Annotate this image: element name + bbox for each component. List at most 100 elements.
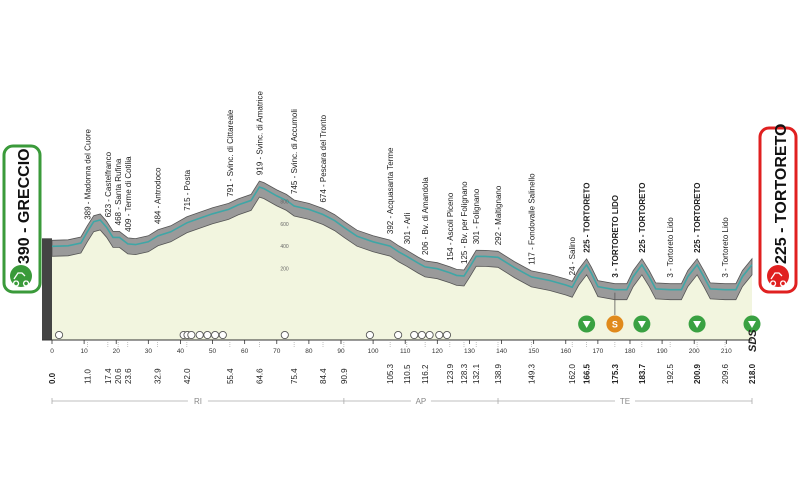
axis-tick-label: 140 bbox=[496, 348, 507, 355]
profile-ridge bbox=[51, 180, 753, 301]
bike-icon bbox=[769, 272, 787, 287]
waypoint-km: 84.4 bbox=[319, 368, 328, 384]
axis-tick-label: 80 bbox=[305, 348, 313, 355]
waypoint-km: 149.3 bbox=[527, 363, 536, 384]
waypoint-label: 3 - Tortoreto Lido bbox=[666, 217, 675, 278]
bike-icon bbox=[12, 272, 30, 287]
waypoint-label: 3 - TORTORETO LIDO bbox=[611, 195, 620, 278]
axis-tick-label: 210 bbox=[721, 348, 732, 355]
axis-tick-label: 60 bbox=[241, 348, 249, 355]
flag-icon bbox=[195, 330, 204, 340]
axis-tick-label: 110 bbox=[400, 348, 411, 355]
waypoint-km: 110.5 bbox=[403, 364, 412, 384]
waypoint-km: 183.7 bbox=[638, 363, 647, 384]
region-label-bg bbox=[410, 395, 431, 407]
region-label-bg bbox=[187, 395, 208, 407]
axis-tick-label: 170 bbox=[592, 348, 603, 355]
axis-tick-label: 200 bbox=[689, 348, 700, 355]
axis-tick-label: 90 bbox=[337, 348, 345, 355]
waypoint-label: 225 - TORTORETO bbox=[583, 183, 592, 253]
flag-icon bbox=[187, 330, 196, 340]
region-label: RI bbox=[194, 397, 202, 406]
flag-icon bbox=[280, 330, 289, 340]
triangle-icon bbox=[582, 321, 591, 328]
road-line bbox=[51, 186, 753, 291]
axis-tick-label: 150 bbox=[528, 348, 539, 355]
flag-icon bbox=[203, 330, 212, 340]
triangle-icon bbox=[637, 321, 646, 328]
waypoint-label: 468 - Santa Rufina bbox=[114, 158, 123, 225]
flag-icon bbox=[410, 330, 419, 340]
waypoint-label: 154 - Ascoli Piceno bbox=[446, 192, 455, 261]
start-wall bbox=[42, 238, 52, 340]
waypoint-label: 745 - Svinc. di Accumoli bbox=[290, 109, 299, 194]
alt-tick-label: 600 bbox=[280, 222, 289, 228]
waypoint-label: 715 - Posta bbox=[183, 169, 192, 210]
region-bar: RI AP TE bbox=[51, 395, 753, 407]
waypoint-km: 11.0 bbox=[83, 368, 92, 384]
waypoint-labels: 389 - Madonna del Cuore 623 - Castelfranc… bbox=[83, 90, 730, 277]
start-banner: 390 - GRECCIO bbox=[2, 144, 42, 294]
region-label-bg bbox=[615, 395, 636, 407]
waypoint-label: 292 - Maltignano bbox=[494, 185, 503, 245]
triangle-icon bbox=[693, 321, 702, 328]
axis-tick-label: 50 bbox=[209, 348, 217, 355]
waypoint-label: 225 - TORTORETO bbox=[693, 183, 702, 253]
waypoint-km: 17.4 bbox=[104, 368, 113, 384]
waypoint-label: 409 - Terme di Cotilia bbox=[124, 156, 133, 232]
axis-tick-label: 30 bbox=[145, 348, 153, 355]
waypoint-label: 919 - Svinc. di Amatrice bbox=[255, 90, 264, 175]
logo: SDS bbox=[747, 329, 759, 352]
flag-icon bbox=[365, 330, 374, 340]
alt-tick-label: 200 bbox=[280, 267, 289, 273]
axis-tick-label: 160 bbox=[560, 348, 571, 355]
finish-banner: 225 - TORTORETO bbox=[758, 124, 798, 294]
axis-tick-label: 70 bbox=[273, 348, 281, 355]
waypoint-km: 209.6 bbox=[721, 363, 730, 384]
flag-icon bbox=[55, 330, 64, 340]
flag-icon bbox=[435, 330, 444, 340]
region-label: TE bbox=[620, 397, 630, 406]
alt-tick-label: 800 bbox=[280, 199, 289, 205]
flag-icon bbox=[417, 330, 426, 340]
waypoint-km: 20.6 bbox=[114, 368, 123, 384]
waypoint-label: 389 - Madonna del Cuore bbox=[83, 128, 92, 219]
axis-tick-label: 100 bbox=[368, 348, 379, 355]
finish-km: 218.0 bbox=[748, 363, 757, 384]
waypoint-km: 90.9 bbox=[340, 368, 349, 384]
start-name: 390 - GRECCIO bbox=[16, 148, 33, 264]
flag-icon bbox=[442, 330, 452, 340]
waypoint-label: 125 - Bv. per Folignano bbox=[460, 181, 469, 264]
waypoint-km: 64.6 bbox=[255, 368, 264, 384]
waypoint-km: 192.5 bbox=[666, 363, 675, 384]
sprint-badge-orange bbox=[606, 315, 624, 333]
waypoint-km: 132.1 bbox=[472, 363, 481, 384]
waypoint-km: 42.0 bbox=[183, 368, 192, 384]
waypoint-km: 166.5 bbox=[583, 363, 592, 384]
waypoint-km: 105.3 bbox=[386, 363, 395, 384]
waypoint-km: 175.3 bbox=[611, 363, 620, 384]
waypoint-km: 55.4 bbox=[226, 368, 235, 384]
flag-icon bbox=[394, 330, 403, 340]
waypoint-km: 116.2 bbox=[421, 364, 430, 384]
waypoint-label: 392 - Acquasanta Terme bbox=[386, 147, 395, 234]
alt-tick-label: 400 bbox=[280, 244, 289, 250]
waypoint-label: 484 - Antrodoco bbox=[154, 167, 163, 224]
waypoint-label: 791 - Svinc. di Cittareale bbox=[226, 109, 235, 197]
waypoint-label: 225 - TORTORETO bbox=[638, 183, 647, 253]
axis-tick-label: 40 bbox=[177, 348, 185, 355]
waypoint-km: 123.9 bbox=[446, 363, 455, 384]
axis-tick-label: 130 bbox=[464, 348, 475, 355]
waypoint-km: 200.9 bbox=[693, 363, 702, 384]
finish-banner-frame bbox=[758, 126, 798, 294]
axis-tick-label: 20 bbox=[113, 348, 121, 355]
waypoint-km: 32.9 bbox=[154, 368, 163, 384]
waypoint-km: 128.3 bbox=[460, 363, 469, 384]
badge-label: S bbox=[612, 320, 618, 330]
waypoint-label: 301 - Folignano bbox=[472, 188, 481, 244]
markers-layer: S bbox=[55, 292, 761, 340]
waypoint-km: 75.4 bbox=[290, 368, 299, 384]
flag-icon bbox=[218, 330, 227, 340]
region-label: AP bbox=[416, 397, 427, 406]
